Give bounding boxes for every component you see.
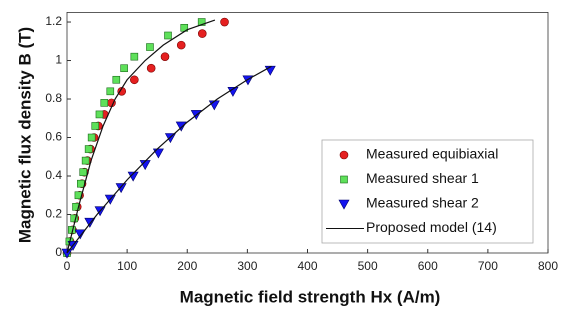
data-point xyxy=(81,156,90,165)
data-point xyxy=(61,248,73,259)
legend-text: Measured shear 1 xyxy=(366,170,479,186)
y-tick-label: 0.4 xyxy=(45,168,62,182)
data-point xyxy=(146,63,156,73)
data-point xyxy=(95,110,104,119)
data-point xyxy=(197,18,206,26)
x-tick-label: 400 xyxy=(297,259,317,273)
data-point xyxy=(100,99,109,107)
x-tick-label: 0 xyxy=(64,259,71,273)
data-point xyxy=(87,133,96,142)
legend-marker xyxy=(338,199,350,210)
data-point xyxy=(79,168,88,176)
legend-box xyxy=(321,139,534,244)
data-point xyxy=(227,87,239,97)
data-point xyxy=(77,179,85,188)
data-point xyxy=(72,203,80,211)
data-point xyxy=(112,75,121,84)
data-point xyxy=(197,29,207,38)
y-tick-label: 0.8 xyxy=(45,91,62,105)
data-point xyxy=(120,64,128,73)
x-tick-label: 600 xyxy=(418,259,438,273)
x-tick-label: 500 xyxy=(358,259,378,273)
model-line xyxy=(66,19,216,254)
y-tick-label: 0.6 xyxy=(45,130,62,144)
data-point xyxy=(130,75,139,85)
legend-text: Measured shear 2 xyxy=(366,195,479,211)
data-point xyxy=(106,87,115,96)
data-point xyxy=(220,17,229,27)
y-tick-label: 0.2 xyxy=(45,207,62,221)
data-point xyxy=(91,122,100,130)
model-line xyxy=(66,65,272,254)
data-point xyxy=(84,145,93,153)
data-point xyxy=(176,40,186,50)
y-tick-label: 1.2 xyxy=(45,14,62,28)
legend-text: Measured equibiaxial xyxy=(366,146,498,162)
y-tick-label: 0 xyxy=(55,245,62,259)
data-point xyxy=(146,43,154,51)
data-point xyxy=(139,160,151,171)
data-point xyxy=(160,52,170,61)
y-tick-label: 1 xyxy=(55,53,62,67)
data-point xyxy=(130,52,139,61)
x-tick-label: 200 xyxy=(177,259,197,273)
legend-marker xyxy=(339,150,349,160)
x-tick-label: 100 xyxy=(117,259,137,273)
x-tick-label: 800 xyxy=(538,259,558,273)
data-point xyxy=(175,121,187,132)
x-tick-label: 300 xyxy=(237,259,257,273)
x-axis-label: Magnetic field strength Hx (A/m) xyxy=(180,287,441,306)
y-axis-label: Magnetic flux density B (T) xyxy=(15,27,34,243)
legend-marker xyxy=(340,175,348,184)
legend-text: Proposed model (14) xyxy=(366,219,497,235)
data-point xyxy=(115,183,127,194)
x-tick-label: 700 xyxy=(478,259,498,273)
data-point xyxy=(164,31,172,40)
